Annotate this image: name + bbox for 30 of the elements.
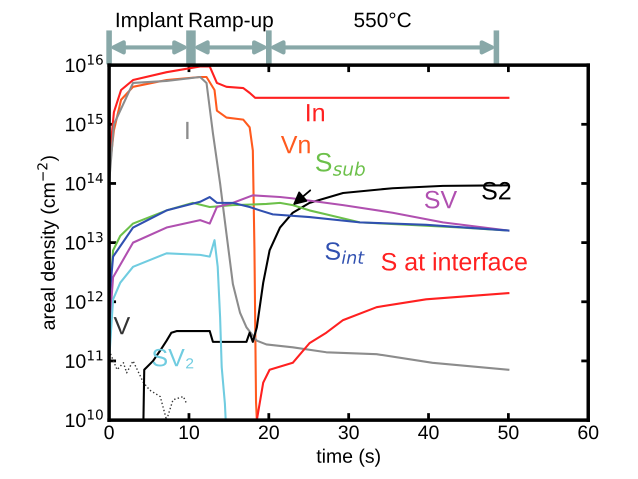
line-series: [109, 239, 227, 420]
series-label: SV₂: [152, 348, 194, 368]
x-tick-label: 40: [418, 425, 439, 440]
y-tick-label: 10$^{14}$: [66, 173, 103, 191]
series-label: S$_{int}$: [326, 242, 365, 264]
y-tick-label: 10$^{11}$: [66, 350, 102, 368]
y-tick-label: 10$^{16}$: [66, 54, 103, 72]
y-tick-label: 10$^{12}$: [66, 291, 102, 309]
series-label: S at interface: [382, 252, 527, 271]
series-label: SV: [424, 190, 458, 209]
series-label: Vn: [280, 136, 310, 154]
series-label: In: [307, 104, 324, 122]
x-tick-label: 20: [258, 425, 279, 440]
x-tick-label: 30: [338, 425, 359, 440]
x-tick-label: 50: [498, 425, 518, 440]
series-label: V: [114, 317, 130, 334]
series-label: I: [186, 122, 189, 140]
y-tick-label: 10$^{15}$: [66, 114, 103, 132]
x-tick-label: 0: [104, 425, 114, 440]
y-tick-label: 10$^{10}$: [66, 409, 103, 428]
x-tick-label: 60: [578, 425, 598, 440]
line-series: [256, 292, 510, 420]
x-tick-label: 10: [180, 425, 200, 440]
text: 550°C: [354, 12, 411, 28]
y-tick-label: 10$^{13}$: [66, 232, 103, 250]
text: Ramp-up: [190, 12, 273, 32]
y-axis-title: areal density (cm$^{−2}$): [37, 156, 59, 330]
text: Implant: [116, 12, 184, 32]
x-axis-title: time (s): [316, 448, 380, 467]
series-label: S$_{sub}$: [316, 152, 365, 176]
